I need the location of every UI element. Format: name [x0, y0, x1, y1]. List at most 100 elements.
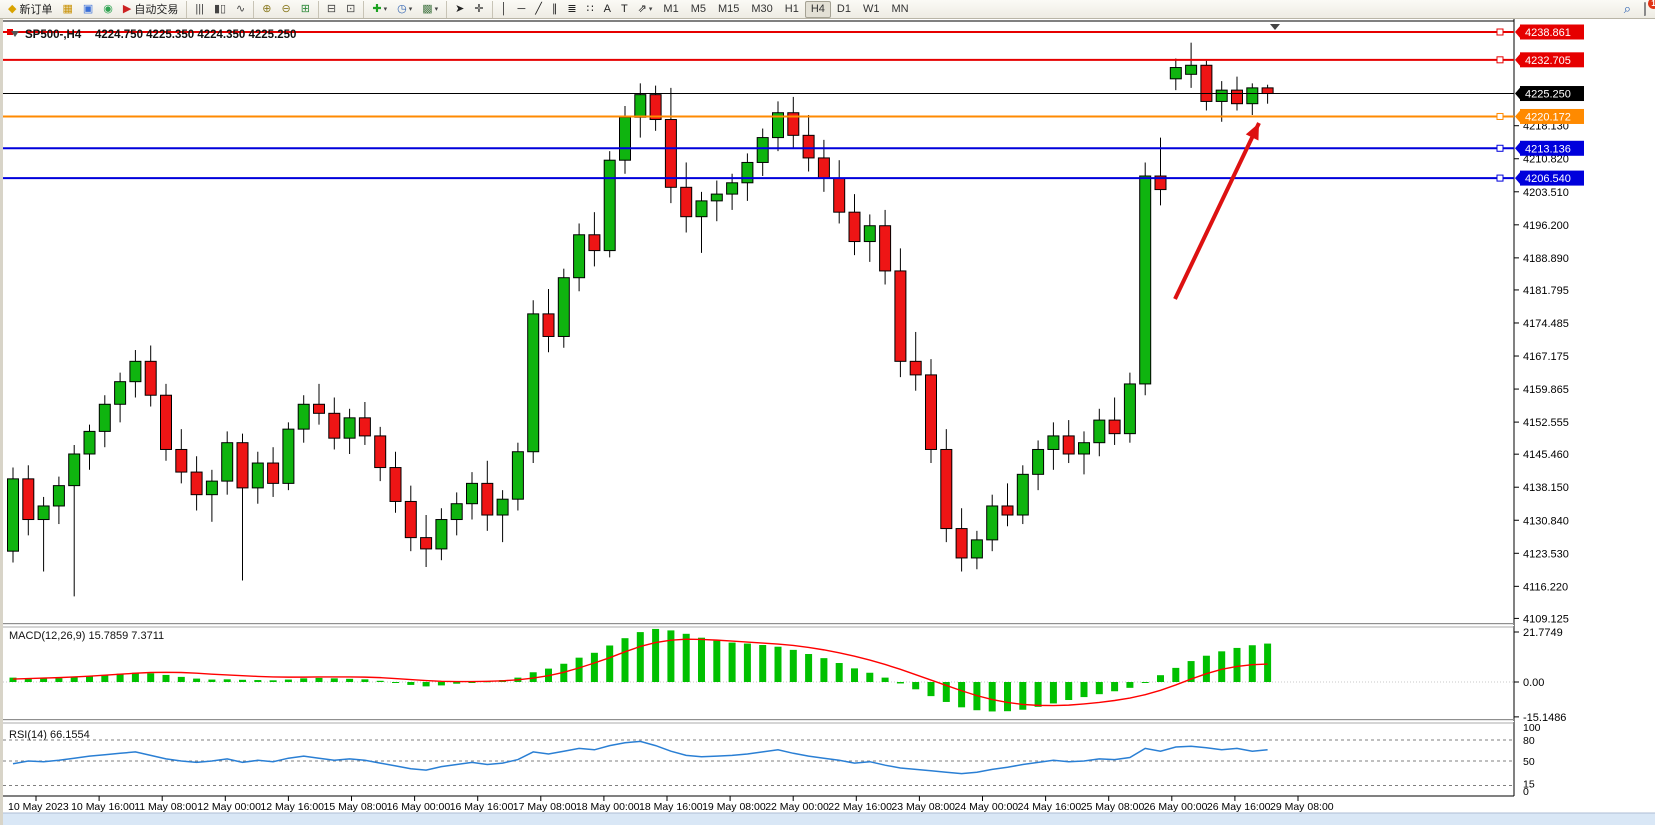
- indicator-window-2-icon[interactable]: ⊡: [342, 1, 359, 18]
- add-indicator-button[interactable]: ✚ ▾: [368, 1, 391, 18]
- template-button[interactable]: ▩ ▾: [418, 1, 442, 18]
- price-chart-canvas[interactable]: 4218.1304210.8204203.5104196.2004188.890…: [3, 19, 1655, 825]
- timeframe-M1[interactable]: M1: [663, 2, 679, 15]
- macd-histogram-bar: [315, 677, 323, 682]
- dropdown-arrow-icon[interactable]: ▾: [383, 6, 388, 13]
- svg-text:4220.172: 4220.172: [1525, 111, 1571, 123]
- text-label-icon[interactable]: T: [617, 1, 632, 18]
- macd-histogram-bar: [1095, 682, 1103, 695]
- notifications-icon[interactable]: 1: [1636, 0, 1655, 16]
- candlestick-chart-icon[interactable]: ▮▯: [210, 1, 230, 18]
- candle-down: [1231, 89, 1243, 105]
- dropdown-arrow-icon[interactable]: ▾: [408, 6, 413, 13]
- svg-text:11 May 08:00: 11 May 08:00: [134, 801, 197, 813]
- line-handle[interactable]: [1496, 144, 1504, 152]
- fibonacci-icon[interactable]: ≣: [563, 1, 580, 18]
- svg-text:4152.555: 4152.555: [1523, 417, 1569, 429]
- candle-down: [802, 134, 815, 159]
- line-handle[interactable]: [1496, 112, 1504, 120]
- level-price-label: [1520, 140, 1584, 156]
- svg-text:80: 80: [1523, 735, 1535, 747]
- candle-down: [175, 448, 188, 473]
- signals-icon: ◉: [103, 2, 113, 15]
- dropdown-arrow-icon[interactable]: ▾: [648, 6, 653, 13]
- period-button[interactable]: ◷ ▾: [393, 1, 416, 18]
- market-watch-icon[interactable]: ▦: [58, 1, 76, 18]
- timeframe-H1[interactable]: H1: [784, 2, 799, 15]
- svg-text:18 May 16:00: 18 May 16:00: [639, 801, 703, 813]
- tile-windows-icon[interactable]: ⊞: [297, 1, 314, 18]
- macd-histogram-bar: [131, 672, 139, 682]
- macd-histogram-bar: [1141, 682, 1149, 683]
- macd-histogram-bar: [162, 674, 170, 682]
- chart-shift-marker-icon[interactable]: [1270, 24, 1280, 30]
- timeframe-M30[interactable]: M30: [751, 2, 773, 15]
- auto-trading-button-label: 自动交易: [134, 4, 179, 16]
- macd-histogram-bar: [912, 682, 920, 690]
- title-collapse-arrow-icon[interactable]: [11, 31, 19, 37]
- toolbar-group: ||| ▮▯ ∿: [186, 0, 250, 18]
- arrows-icon[interactable]: ⇗ ▾: [634, 1, 657, 18]
- macd-histogram-bar: [682, 633, 690, 682]
- candle-down: [817, 157, 830, 179]
- svg-text:4232.705: 4232.705: [1525, 55, 1571, 67]
- candle-up: [986, 505, 999, 541]
- bar-chart-icon[interactable]: |||: [191, 1, 208, 18]
- timeframe-M15[interactable]: M15: [717, 2, 740, 15]
- macd-histogram-bar: [1034, 682, 1042, 707]
- chart-window[interactable]: 4218.130 4210.820 4203.510 4196.200 4188.890…: [0, 19, 1655, 825]
- line-handle[interactable]: [1496, 28, 1504, 36]
- candle-up: [695, 200, 708, 218]
- new-order-icon: ◆: [8, 2, 17, 15]
- candle-down: [313, 403, 325, 414]
- zoom-out-icon[interactable]: ⊖: [277, 1, 294, 18]
- timeframe-H4[interactable]: H4: [804, 0, 831, 18]
- search-icon[interactable]: ⌕: [1623, 1, 1631, 16]
- indicator-window-icon[interactable]: ⊟: [323, 1, 340, 18]
- equidistant-channel-icon[interactable]: ∥: [548, 1, 562, 18]
- timeframe-MN[interactable]: MN: [891, 2, 909, 15]
- candle-up: [205, 480, 218, 496]
- zoom-out-icon: ⊖: [281, 2, 291, 15]
- candle-up: [98, 403, 111, 432]
- macd-histogram-bar: [284, 679, 292, 682]
- fibonacci-fan-icon[interactable]: ∷: [583, 1, 598, 18]
- line-handle[interactable]: [1496, 56, 1504, 64]
- terminal-icon[interactable]: ▣: [79, 1, 97, 18]
- new-order-button[interactable]: ◆ 新订单: [4, 1, 56, 18]
- timeframe-D1[interactable]: D1: [836, 2, 851, 15]
- macd-histogram-bar: [621, 638, 629, 682]
- svg-text:4116.220: 4116.220: [1523, 581, 1568, 593]
- macd-indicator-label: MACD(12,26,9) 15.7859 7.3711: [9, 630, 164, 642]
- candle-up: [970, 539, 983, 559]
- text-icon[interactable]: A: [600, 1, 615, 18]
- dropdown-arrow-icon[interactable]: ▾: [434, 6, 439, 13]
- auto-trading-icon: ▶: [122, 2, 132, 15]
- fibonacci-icon: ≣: [567, 2, 577, 15]
- vertical-line-icon[interactable]: │: [497, 1, 512, 18]
- candle-down: [144, 360, 157, 396]
- line-handle[interactable]: [1496, 174, 1504, 182]
- candle-up: [282, 428, 295, 484]
- zoom-in-icon[interactable]: ⊕: [258, 1, 275, 18]
- market-watch-icon: ▦: [62, 2, 73, 15]
- macd-histogram-bar: [575, 657, 583, 682]
- svg-text:12 May 00:00: 12 May 00:00: [197, 801, 261, 813]
- trend-arrow-annotation[interactable]: [1173, 122, 1261, 300]
- candles: [7, 42, 1274, 597]
- candle-up: [1185, 64, 1198, 75]
- line-chart-icon[interactable]: ∿: [232, 1, 249, 18]
- candle-down: [787, 112, 800, 136]
- candle-down: [542, 313, 555, 337]
- crosshair-icon[interactable]: ✛: [470, 1, 487, 18]
- horizontal-line-icon[interactable]: ─: [513, 1, 529, 18]
- price-axis: 4218.1304210.8204203.5104196.2004188.890…: [1514, 121, 1569, 625]
- trendline-icon[interactable]: ╱: [531, 1, 546, 18]
- svg-text:4213.136: 4213.136: [1525, 143, 1571, 155]
- cursor-icon[interactable]: ➤: [451, 1, 468, 18]
- line-handle[interactable]: [7, 29, 13, 35]
- timeframe-M5[interactable]: M5: [690, 2, 706, 15]
- timeframe-W1[interactable]: W1: [862, 2, 880, 15]
- auto-trading-button[interactable]: ▶ 自动交易: [119, 1, 182, 18]
- signals-icon[interactable]: ◉: [99, 1, 117, 18]
